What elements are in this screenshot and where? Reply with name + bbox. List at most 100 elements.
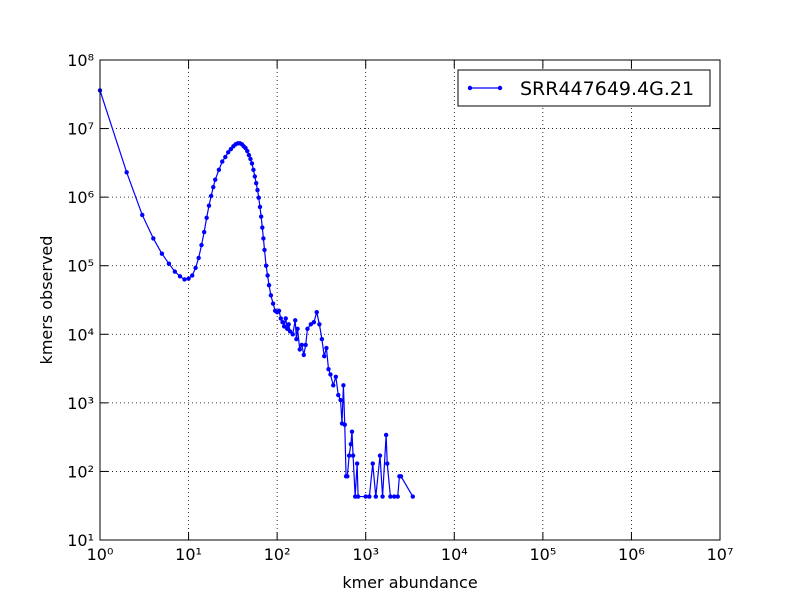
data-point (261, 236, 266, 241)
x-tick-label: 10⁴ (441, 545, 468, 564)
y-tick-label: 10⁶ (67, 188, 94, 207)
data-point (370, 461, 375, 466)
data-point (342, 422, 347, 427)
data-point (380, 494, 385, 499)
data-point (287, 329, 293, 334)
data-point (345, 474, 350, 479)
data-point (385, 461, 390, 466)
data-point (159, 251, 165, 256)
data-point (246, 152, 252, 158)
data-point (305, 326, 310, 332)
data-point (373, 494, 379, 499)
data-point (331, 383, 336, 388)
y-tick-label: 10⁸ (67, 51, 94, 70)
data-point (251, 167, 256, 173)
y-tick-label: 10⁷ (67, 120, 94, 139)
data-point (293, 318, 298, 323)
x-tick-label: 10⁵ (529, 545, 556, 564)
data-point (319, 336, 325, 342)
legend: SRR447649.4G.21 (457, 69, 711, 107)
y-tick-label: 10² (67, 462, 94, 481)
data-point (252, 174, 258, 179)
data-point (290, 332, 295, 337)
data-point (223, 154, 228, 160)
data-point (265, 273, 270, 278)
data-point (363, 494, 368, 499)
data-point (211, 184, 216, 190)
data-point (268, 293, 274, 298)
y-tick-label: 10¹ (67, 531, 94, 550)
data-point (286, 322, 291, 327)
data-point (294, 336, 299, 342)
data-point (383, 432, 389, 438)
data-point (213, 177, 218, 182)
data-point (336, 392, 341, 398)
data-point (299, 342, 305, 348)
data-point (328, 372, 333, 377)
x-tick-label: 10³ (352, 545, 379, 564)
data-point (317, 322, 322, 327)
data-point (295, 326, 300, 332)
data-point (255, 187, 260, 193)
data-point (190, 273, 195, 278)
data-point (193, 265, 198, 271)
data-point (348, 441, 354, 447)
data-point (367, 494, 372, 499)
data-point (314, 309, 319, 315)
data-point (388, 494, 393, 499)
data-point (311, 320, 317, 325)
y-tick-label: 10⁴ (67, 325, 94, 344)
data-point (354, 461, 360, 466)
data-point (186, 276, 191, 281)
data-point (220, 159, 225, 164)
data-point (280, 320, 285, 325)
data-point (324, 345, 329, 351)
data-point (206, 203, 212, 208)
plot (97, 88, 415, 499)
x-tick-label: 10¹ (175, 545, 202, 564)
data-point (166, 261, 172, 266)
data-point (377, 453, 383, 458)
data-point (283, 316, 288, 321)
data-point (392, 494, 397, 499)
legend-label: SRR447649.4G.21 (520, 78, 694, 100)
data-point (301, 352, 307, 358)
data-point (281, 324, 287, 329)
data-point (341, 383, 346, 388)
x-tick-label: 10⁷ (707, 545, 734, 564)
data-point (410, 494, 415, 499)
y-tick-label: 10⁵ (67, 257, 94, 276)
data-point (326, 366, 331, 372)
x-tick-label: 10⁰ (87, 545, 114, 564)
data-point (395, 494, 400, 499)
data-point (201, 229, 207, 235)
data-point (124, 170, 129, 175)
data-point (322, 353, 327, 359)
data-point (208, 193, 214, 199)
data-point (303, 342, 308, 348)
data-point (177, 274, 183, 279)
data-point (140, 212, 145, 218)
data-point (249, 161, 255, 166)
data-point (196, 255, 201, 261)
data-point (245, 148, 250, 154)
data-point (349, 429, 355, 434)
data-point (285, 326, 290, 332)
data-point (225, 150, 231, 155)
data-point (248, 156, 253, 162)
data-point (204, 215, 209, 220)
data-point (398, 474, 404, 479)
data-point (355, 494, 361, 499)
data-point (350, 453, 356, 458)
legend-marker (497, 85, 503, 91)
data-point (182, 277, 187, 282)
data-point (297, 347, 302, 352)
x-axis-label: kmer abundance (342, 573, 477, 592)
data-point (338, 397, 343, 403)
data-point (262, 247, 267, 253)
data-point (216, 167, 222, 173)
y-tick-label: 10³ (67, 394, 94, 413)
legend-marker (467, 85, 473, 91)
data-point (258, 214, 264, 219)
